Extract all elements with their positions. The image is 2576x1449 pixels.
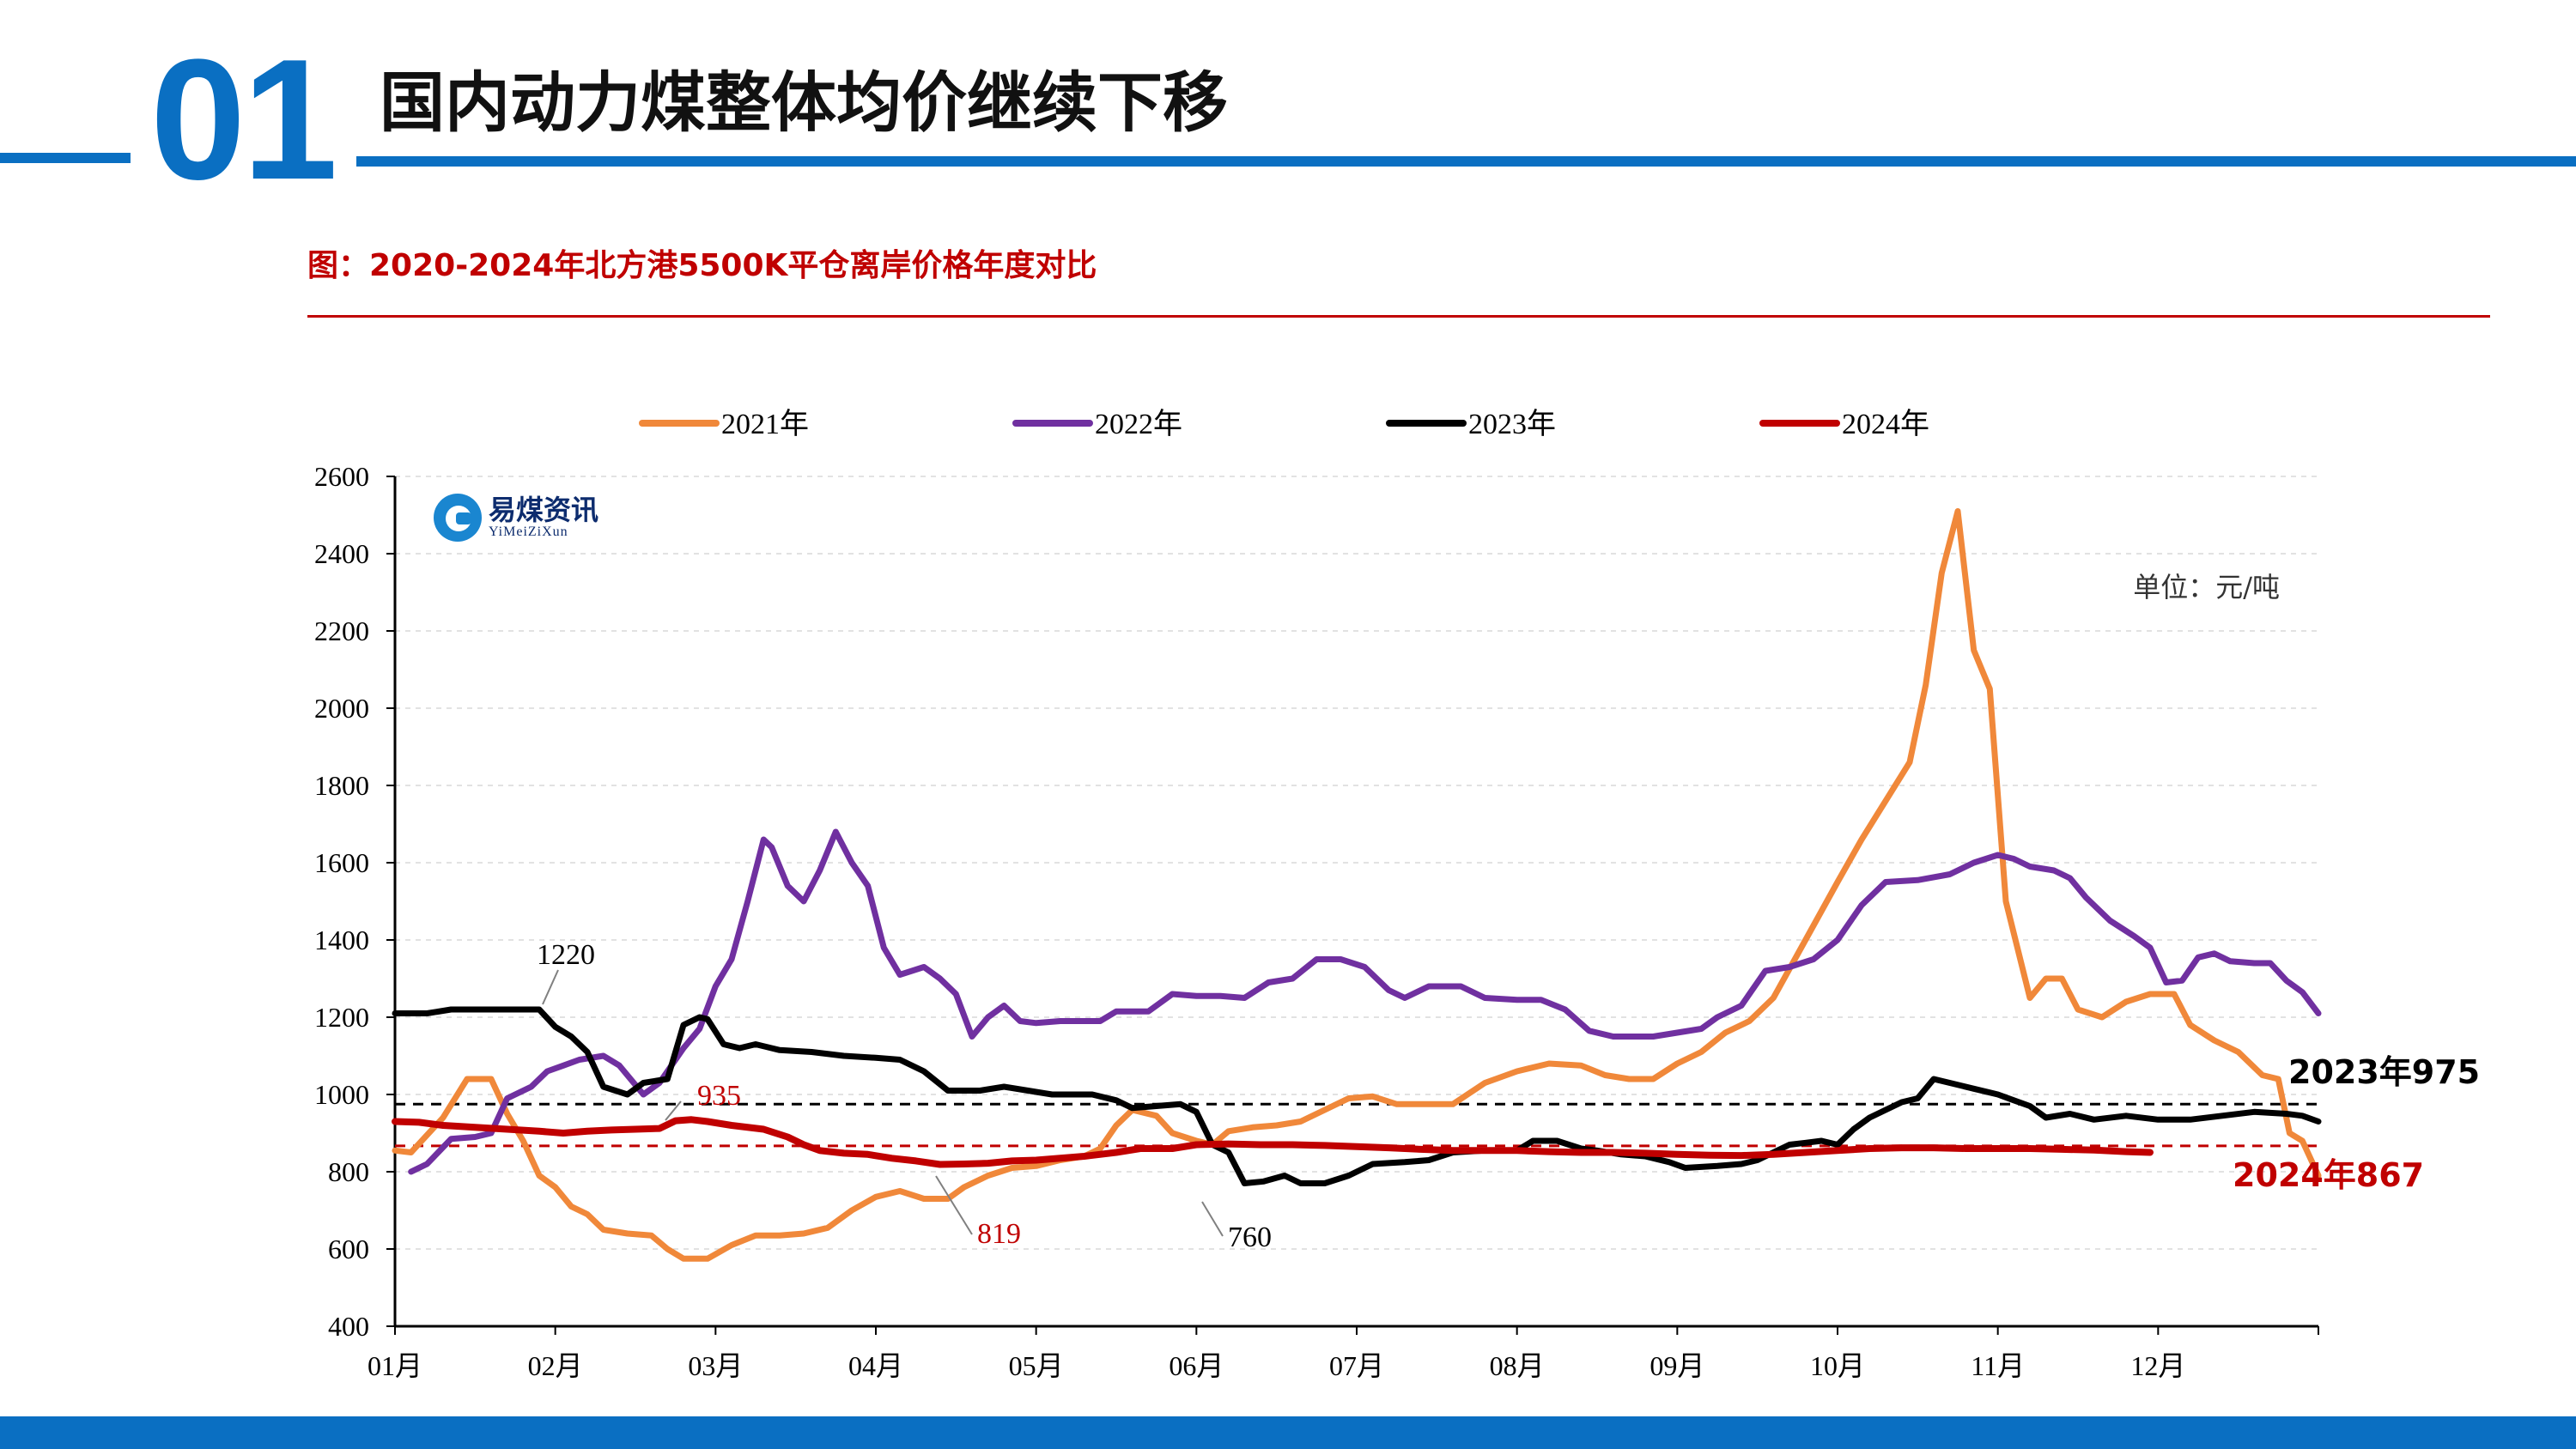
x-tick-label: 02月 [528,1350,583,1381]
yimei-logo: 易煤资讯 YiMeiZiXun [434,494,598,542]
series-line [392,1006,2322,1186]
y-tick-label: 400 [328,1311,369,1342]
figure-title-rule [307,315,2490,318]
y-tick-label: 1800 [314,770,369,801]
legend-label: 2022年 [1095,408,1182,440]
annotation-leader [1201,1201,1224,1237]
x-tick-label: 04月 [848,1350,903,1381]
y-tick-label: 800 [328,1156,369,1187]
unit-label: 单位：元/吨 [2133,571,2280,603]
y-tick-label: 1000 [314,1079,369,1110]
y-tick-label: 1600 [314,847,369,878]
series-line [408,828,2322,1175]
annotation-label: 935 [697,1080,741,1112]
y-tick-label: 2000 [314,693,369,724]
yimei-logo-icon [434,494,482,542]
annotation-label: 819 [977,1218,1021,1250]
x-tick-label: 09月 [1649,1350,1704,1381]
x-tick-label: 01月 [368,1350,422,1381]
x-tick-label: 05月 [1009,1350,1064,1381]
footer-bar [0,1416,2576,1449]
annotation-leader [665,1100,682,1121]
x-tick-label: 03月 [688,1350,743,1381]
reference-line-label: 2023年975 [2288,1053,2480,1091]
x-tick-label: 11月 [1971,1350,2025,1381]
x-tick-label: 07月 [1329,1350,1384,1381]
annotation-label: 1220 [537,939,595,971]
series-line [392,1116,2154,1168]
annotation-leader [542,969,559,1005]
annotation-label: 760 [1228,1222,1272,1253]
legend-label: 2021年 [721,408,809,440]
page-title: 国内动力煤整体均价继续下移 [380,64,1228,141]
legend-label: 2024年 [1842,408,1929,440]
x-tick-label: 12月 [2130,1350,2185,1381]
y-tick-label: 1400 [314,925,369,955]
section-number: 01 [150,24,337,215]
y-tick-label: 2200 [314,615,369,646]
header-rule-left [0,153,131,163]
y-tick-label: 1200 [314,1002,369,1033]
logo-cn-text: 易煤资讯 [489,494,599,526]
x-tick-label: 10月 [1810,1350,1865,1381]
figure-title: 图：2020-2024年北方港5500K平仓离岸价格年度对比 [307,248,1097,283]
series-line [392,508,2322,1262]
x-tick-label: 08月 [1490,1350,1545,1381]
x-tick-label: 06月 [1169,1350,1224,1381]
reference-line-label: 2024年867 [2233,1156,2424,1194]
y-tick-label: 600 [328,1234,369,1264]
legend-label: 2023年 [1468,408,1556,440]
y-tick-label: 2600 [314,461,369,492]
y-tick-label: 2400 [314,538,369,569]
annotation-leader [935,1175,973,1235]
header-rule-right [356,156,2576,167]
logo-en-text: YiMeiZiXun [489,524,568,539]
